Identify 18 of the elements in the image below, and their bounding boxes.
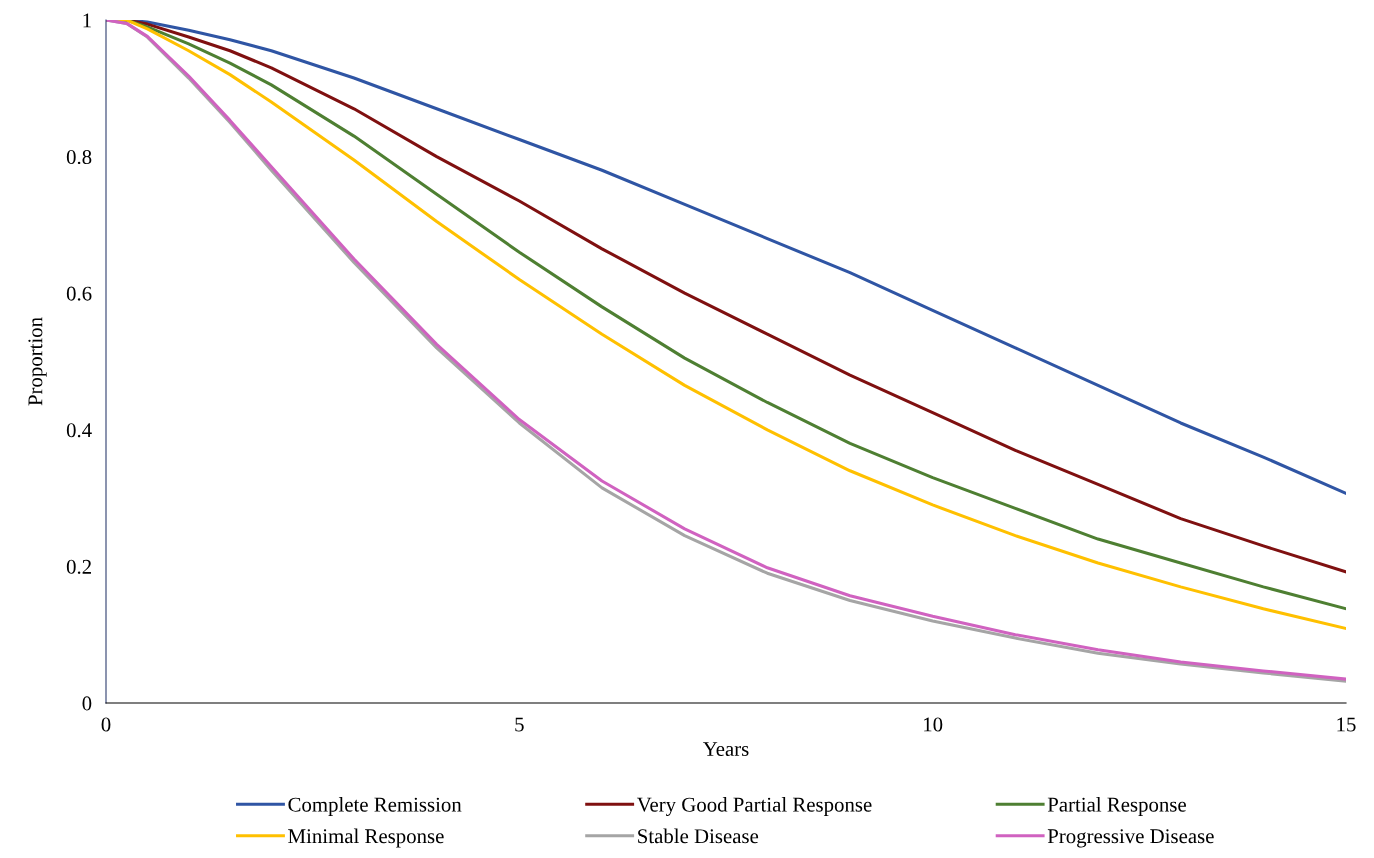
y-tick-label: 0.2 [66,559,91,574]
legend-label: Progressive Disease [1047,829,1214,848]
x-tick-label: 5 [515,717,524,732]
x-tick-label: 15 [1337,717,1356,732]
y-tick-label: 0 [82,696,92,711]
y-tick-label: 0.4 [66,423,92,438]
y-tick-label: 0.6 [66,286,92,301]
legend-label: Stable Disease [638,828,759,844]
y-tick-label: 1 [83,13,91,28]
legend-label: Partial Response [1047,797,1186,816]
legend-label: Very Good Partial Response [636,797,872,816]
y-axis-title: Proportion [28,317,47,406]
x-axis-title: Years [702,742,749,756]
legend-label: Complete Remission [288,797,462,816]
x-tick-label: 0 [101,717,111,732]
legend-label: Minimal Response [288,828,444,848]
x-tick-label: 10 [924,717,943,732]
y-tick-label: 0.8 [66,149,92,165]
